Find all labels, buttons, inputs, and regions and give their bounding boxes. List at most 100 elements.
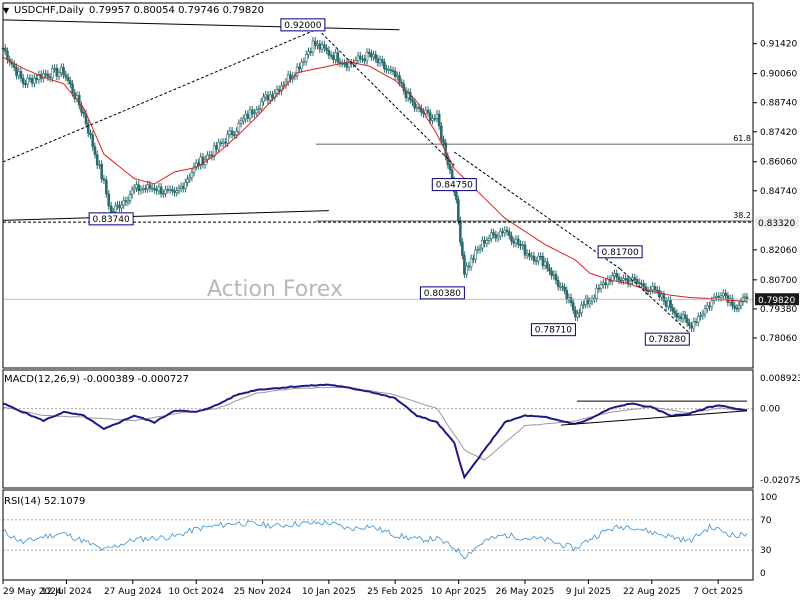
- candle-body: [44, 73, 47, 75]
- candle-body: [683, 314, 687, 319]
- candle-body: [469, 258, 473, 268]
- candle-body: [327, 49, 331, 56]
- candle-body: [733, 305, 736, 309]
- candle-body: [571, 302, 575, 311]
- macd-axis-label: -0.020759: [760, 476, 800, 486]
- candle-body: [372, 54, 375, 58]
- candle-body: [141, 188, 145, 190]
- candle-body: [516, 238, 520, 245]
- rsi-panel-frame: [2, 489, 754, 581]
- candle-body: [26, 77, 29, 85]
- candle-body: [476, 249, 480, 251]
- candle-body: [380, 59, 384, 63]
- dropdown-icon[interactable]: ▼: [3, 6, 10, 15]
- candle-body: [374, 54, 378, 60]
- candle-body: [86, 123, 90, 134]
- candle-body: [15, 67, 18, 76]
- price-axis-label: 0.78060: [760, 334, 797, 344]
- candle-body: [186, 178, 189, 183]
- candle-body: [437, 113, 441, 127]
- candle-body: [501, 231, 504, 234]
- candle-body: [461, 241, 464, 256]
- candle-body: [635, 279, 639, 283]
- candle-body: [530, 255, 533, 258]
- candle-body: [532, 255, 536, 262]
- candle-body: [496, 235, 500, 239]
- candle-body: [474, 249, 477, 260]
- time-axis-label: 29 May 2024: [3, 587, 62, 597]
- fib-level-label: 38.2: [733, 211, 751, 220]
- candle-body: [215, 145, 218, 150]
- candle-body: [307, 51, 310, 55]
- candle-body: [177, 188, 181, 191]
- candle-body: [289, 74, 292, 80]
- candle-body: [487, 238, 491, 241]
- candle-body: [569, 297, 573, 303]
- candle-body: [171, 189, 174, 192]
- candle-body: [428, 112, 432, 121]
- candle-body: [345, 63, 349, 68]
- candle-body: [363, 58, 367, 62]
- price-annotation-box: [419, 286, 465, 300]
- candle-body: [46, 73, 50, 78]
- candle-body: [184, 182, 187, 189]
- candle-body: [433, 118, 437, 120]
- candle-body: [173, 190, 176, 193]
- candle-body: [692, 321, 696, 329]
- price-annotation-box: [280, 18, 326, 32]
- candle-body: [669, 300, 672, 309]
- candle-body: [613, 273, 616, 277]
- candle-body: [599, 284, 603, 289]
- candle-body: [735, 307, 739, 310]
- candle-body: [574, 309, 577, 318]
- candle-body: [62, 67, 65, 76]
- price-annotation-label: 0.80380: [424, 289, 461, 299]
- price-annotation-label: 0.78280: [649, 335, 686, 345]
- candle-body: [658, 290, 661, 298]
- candle-body: [132, 187, 136, 191]
- candle-body: [396, 75, 399, 77]
- candle-body: [719, 295, 723, 298]
- current-price-tag-text: 0.79820: [758, 296, 795, 306]
- candle-body: [521, 244, 525, 247]
- candle-body: [226, 133, 229, 144]
- candle-body: [622, 278, 625, 281]
- candle-body: [426, 110, 430, 114]
- candle-body: [637, 282, 641, 284]
- candle-body: [664, 300, 668, 307]
- price-axis-label: 0.90060: [760, 70, 797, 80]
- candle-body: [739, 301, 743, 306]
- candle-body: [398, 75, 401, 83]
- candle-body: [463, 255, 466, 275]
- price-annotation-label: 0.78710: [535, 326, 572, 336]
- candle-body: [257, 108, 261, 111]
- candle-body: [42, 73, 45, 79]
- candle-body: [114, 205, 117, 213]
- candle-body: [523, 244, 527, 256]
- candle-body: [175, 190, 179, 193]
- level-price-tag-text: 0.83320: [758, 219, 795, 229]
- candle-body: [595, 287, 598, 299]
- candle-body: [150, 187, 154, 190]
- lower-channel-line: [2, 210, 329, 221]
- candle-body: [558, 285, 562, 288]
- candle-body: [626, 278, 630, 284]
- candle-body: [675, 312, 679, 318]
- candle-body: [662, 294, 666, 302]
- time-axis-label: 27 Aug 2024: [104, 587, 162, 597]
- candle-body: [124, 200, 128, 203]
- candle-body: [244, 114, 247, 120]
- candle-body: [510, 235, 513, 242]
- candle-body: [400, 82, 403, 85]
- candle-body: [166, 189, 170, 191]
- candle-body: [95, 154, 99, 166]
- candle-body: [135, 184, 138, 189]
- candle-body: [17, 71, 21, 76]
- candle-body: [336, 52, 340, 63]
- candle-body: [109, 205, 113, 213]
- time-axis-label: 25 Nov 2024: [234, 587, 292, 597]
- candle-body: [667, 300, 670, 307]
- candle-body: [194, 162, 198, 167]
- candle-body: [705, 305, 709, 310]
